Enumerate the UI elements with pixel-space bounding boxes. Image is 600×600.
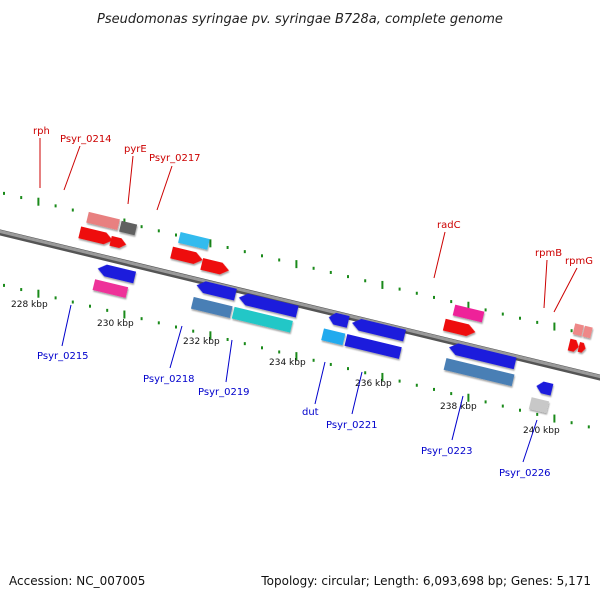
bottom-strand-genes (92, 264, 554, 414)
bottom-label-leaders (61, 304, 538, 463)
bottom-labels: Psyr_0215 Psyr_0218 Psyr_0219 dut Psyr_0… (37, 351, 551, 479)
scale-label-240: 240 kbp (523, 426, 560, 436)
scale-ticks (3, 191, 590, 429)
gene-radc-feature (452, 304, 485, 323)
label-dut: dut (302, 407, 319, 418)
label-psyr-0219: Psyr_0219 (198, 387, 250, 398)
scale-label-234: 234 kbp (269, 358, 306, 368)
label-psyr-0218: Psyr_0218 (143, 374, 195, 385)
gene-psyr-0221-feature (344, 334, 402, 359)
label-psyr-0221: Psyr_0221 (326, 420, 378, 431)
gene-psyr-0218-cds (196, 281, 237, 301)
label-psyr-0226: Psyr_0226 (499, 468, 551, 479)
label-psyr-0214: Psyr_0214 (60, 134, 112, 145)
label-psyr-0217: Psyr_0217 (149, 153, 201, 164)
genome-summary-text: Topology: circular; Length: 6,093,698 bp… (261, 574, 591, 588)
scale-label-232: 232 kbp (183, 337, 220, 347)
gene-psyr-0219-feature (231, 306, 293, 333)
gene-psyr-0218-feature (190, 296, 233, 318)
label-pyre: pyrE (124, 144, 147, 155)
genome-backbone (0, 229, 600, 381)
label-radc: radC (437, 220, 461, 231)
gene-psyr-0223-feature (443, 358, 515, 387)
gene-psyr-0217-cds (200, 258, 229, 275)
gene-dut-feature (321, 328, 346, 346)
label-rph: rph (33, 126, 50, 137)
map-title: Pseudomonas syringae pv. syringae B728a,… (97, 12, 503, 27)
gene-radc-cds (442, 318, 476, 337)
scale-label-228: 228 kbp (11, 300, 48, 310)
scale-labels: 228 kbp 230 kbp 232 kbp 234 kbp 236 kbp … (11, 300, 560, 436)
top-label-leaders (39, 138, 578, 313)
gene-psyr-0222-cds (449, 343, 517, 370)
gene-psyr-0226-feature (528, 397, 550, 414)
gene-psyr-0226-cds (536, 381, 554, 396)
gene-psyr-0219-cds (238, 293, 299, 318)
gene-rpmg-feature (582, 325, 593, 339)
accession-text: Accession: NC_007005 (9, 574, 146, 588)
gene-psyr-0215-cds (97, 264, 137, 284)
scale-label-238: 238 kbp (440, 402, 477, 412)
gene-rpmb-cds (567, 338, 579, 352)
gene-rpmg-cds (577, 342, 586, 353)
gene-dut-cds (328, 312, 350, 328)
gene-psyr-0214-feature (119, 220, 138, 236)
top-labels: rph Psyr_0214 pyrE Psyr_0217 radC rpmB r… (33, 126, 593, 267)
gene-psyr-0221-cds (352, 318, 406, 342)
gene-psyr-0214-cds (109, 235, 127, 249)
label-rpmb: rpmB (535, 248, 562, 259)
gene-pyre-cds (170, 246, 203, 264)
label-psyr-0215: Psyr_0215 (37, 351, 89, 362)
gene-rpmb-feature (572, 323, 584, 337)
label-rpmg: rpmG (565, 256, 593, 267)
gene-psyr-0215-feature (92, 279, 129, 298)
gene-rph-feature (86, 211, 120, 231)
top-strand-genes (78, 211, 593, 353)
scale-label-230: 230 kbp (97, 319, 134, 329)
label-psyr-0223: Psyr_0223 (421, 446, 473, 457)
gene-pyre-feature (178, 232, 210, 250)
gene-rph-cds (78, 226, 113, 245)
scale-label-236: 236 kbp (355, 379, 392, 389)
